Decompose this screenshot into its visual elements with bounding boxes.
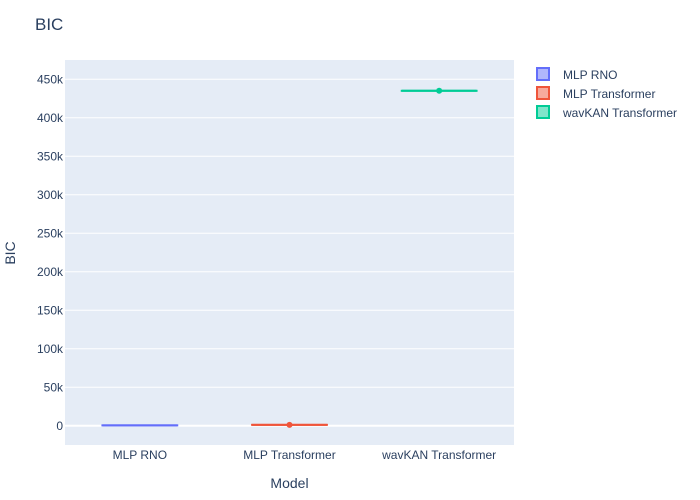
y-tick-label: 0 — [56, 419, 63, 433]
x-tick-label: MLP RNO — [113, 448, 167, 462]
legend[interactable]: MLP RNO MLP Transformer wavKAN Transformer — [536, 67, 677, 120]
y-axis-ticks: 0 50k 100k 150k 200k 250k 300k 350k 400k 450k — [37, 72, 64, 433]
box-trace — [251, 421, 328, 428]
y-tick-label: 450k — [37, 72, 64, 86]
y-tick-label: 250k — [37, 226, 64, 240]
legend-label: MLP RNO — [563, 68, 617, 82]
data-point — [286, 421, 293, 428]
y-tick-label: 50k — [44, 380, 64, 394]
y-tick-label: 100k — [37, 342, 64, 356]
box-trace — [400, 87, 478, 94]
y-axis-title: BIC — [2, 241, 18, 264]
legend-item[interactable]: MLP Transformer — [536, 86, 655, 101]
x-tick-label: MLP Transformer — [243, 448, 335, 462]
x-axis-title: Model — [270, 475, 308, 491]
y-tick-label: 400k — [37, 111, 64, 125]
legend-label: MLP Transformer — [563, 87, 655, 101]
chart-title: BIC — [35, 15, 63, 34]
legend-item[interactable]: wavKAN Transformer — [536, 105, 677, 120]
y-tick-label: 350k — [37, 149, 64, 163]
legend-item[interactable]: MLP RNO — [536, 67, 617, 82]
legend-label: wavKAN Transformer — [562, 106, 677, 120]
x-tick-label: wavKAN Transformer — [381, 448, 496, 462]
legend-swatch — [536, 105, 550, 119]
legend-swatch — [536, 86, 550, 100]
y-tick-label: 300k — [37, 188, 64, 202]
legend-swatch — [536, 67, 550, 81]
y-tick-label: 150k — [37, 303, 64, 317]
plot-area — [65, 60, 514, 445]
data-point — [436, 87, 443, 94]
boxes — [101, 87, 478, 428]
x-axis-ticks: MLP RNO MLP Transformer wavKAN Transformer — [113, 448, 497, 462]
y-tick-label: 200k — [37, 265, 64, 279]
